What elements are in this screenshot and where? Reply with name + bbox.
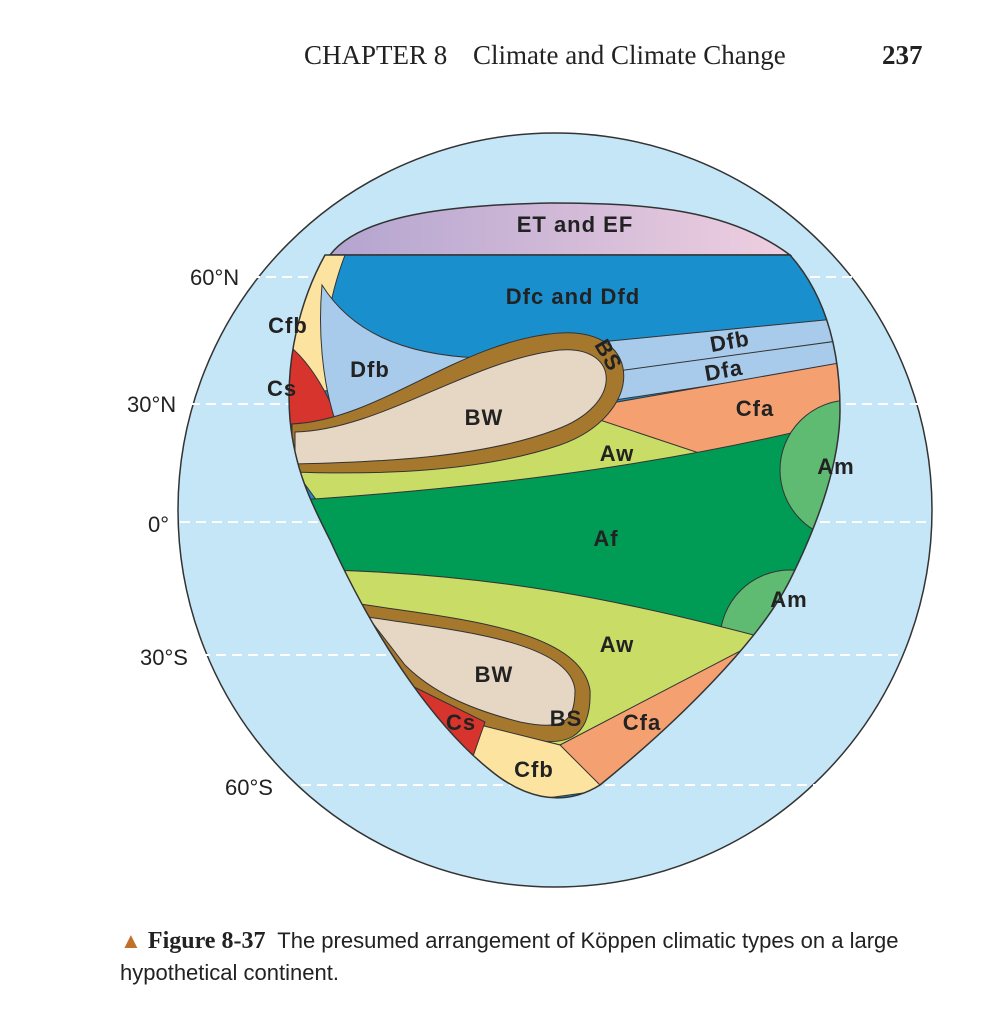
region-label: Cfa xyxy=(623,710,661,735)
region-label: Aw xyxy=(600,632,635,657)
region-label: BW xyxy=(465,405,504,430)
caption: ▲ Figure 8-37 The presumed arrangement o… xyxy=(120,925,940,988)
region-label: BS xyxy=(550,706,583,731)
region-label: Cs xyxy=(446,710,476,735)
climate-diagram: 60°N 30°N 0° 30°S 60°S ET and EF Dfc and… xyxy=(127,132,933,888)
latitude-label: 0° xyxy=(148,512,169,537)
region-label: Cs xyxy=(267,376,297,401)
continent-outline xyxy=(288,254,841,799)
region-label: Am xyxy=(770,587,807,612)
region-label: BW xyxy=(475,662,514,687)
figure-label: Figure 8-37 xyxy=(147,928,266,954)
page-number: 237 xyxy=(882,40,923,70)
latitude-label: 30°S xyxy=(140,645,188,670)
chapter: CHAPTER 8 xyxy=(304,40,448,70)
et-region xyxy=(328,202,793,256)
region-label: Dfc and Dfd xyxy=(506,284,640,309)
region-label: Aw xyxy=(600,441,635,466)
region-label: Am xyxy=(817,454,854,479)
region-label: Af xyxy=(593,526,618,551)
caption-marker: ▲ xyxy=(120,928,142,953)
region-label: Cfb xyxy=(268,313,308,338)
region-label: Cfb xyxy=(514,757,554,782)
caption-text: The presumed arrangement of Köppen clima… xyxy=(120,928,899,985)
latitude-label: 30°N xyxy=(127,392,176,417)
region-label: ET and EF xyxy=(517,212,634,237)
region-label: Dfb xyxy=(350,357,390,382)
latitude-label: 60°S xyxy=(225,775,273,800)
chapter-title: Climate and Climate Change xyxy=(473,40,786,70)
region-label: Cfa xyxy=(736,396,774,421)
latitude-label: 60°N xyxy=(190,265,239,290)
